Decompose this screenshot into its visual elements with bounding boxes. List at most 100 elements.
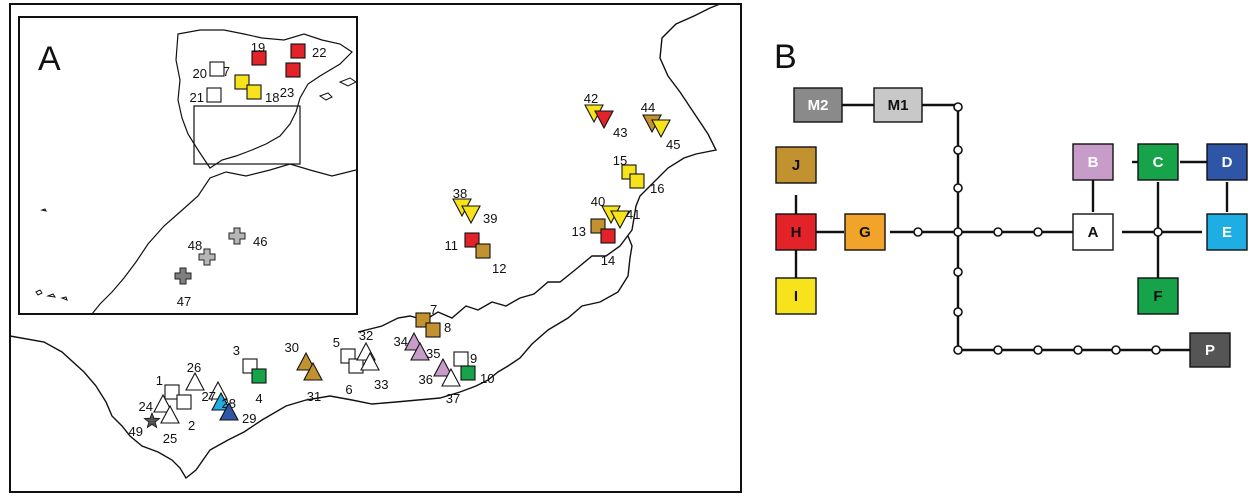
site-marker-48: 48 xyxy=(188,238,216,266)
site-marker-shape xyxy=(209,61,225,77)
site-marker-shape xyxy=(176,394,192,410)
site-label: 35 xyxy=(426,346,440,361)
site-marker-shape xyxy=(453,351,469,367)
site-marker-shape xyxy=(174,267,192,285)
site-label: 23 xyxy=(280,85,294,100)
site-label: 19 xyxy=(251,40,265,55)
panel-a-label: A xyxy=(38,40,61,78)
site-marker-shape xyxy=(285,62,301,78)
node-m1: M1 xyxy=(873,87,923,123)
site-marker-shape xyxy=(198,248,216,266)
site-label: 38 xyxy=(453,186,467,201)
site-marker-2: 2 xyxy=(176,394,195,433)
site-marker-shape xyxy=(629,173,645,189)
site-label: 25 xyxy=(163,431,177,446)
site-marker-35: 35 xyxy=(410,341,440,361)
haplotype-network: M2 M1 J H I G A B C D E F P xyxy=(775,87,1248,368)
site-label: 48 xyxy=(188,238,202,253)
node-box xyxy=(844,213,886,251)
site-label: 42 xyxy=(584,91,598,106)
node-box xyxy=(1206,213,1248,251)
inset-study-area xyxy=(193,105,301,165)
site-label: 27 xyxy=(202,389,216,404)
inset-islands xyxy=(35,77,357,301)
site-marker-shape xyxy=(164,384,180,400)
node-e: E xyxy=(1206,213,1248,251)
site-label: 30 xyxy=(285,340,299,355)
site-marker-shape xyxy=(441,367,461,387)
site-label: 9 xyxy=(470,351,477,366)
site-marker-45: 45 xyxy=(651,119,680,152)
node-label: F xyxy=(1153,288,1162,305)
site-label: 24 xyxy=(139,399,153,414)
site-marker-24: 24 xyxy=(139,393,173,414)
site-marker-18: 18 xyxy=(246,84,279,105)
inset-frame xyxy=(18,16,358,315)
node-label: P xyxy=(1205,342,1215,359)
site-marker-20: 20 xyxy=(193,61,225,81)
site-label: 1 xyxy=(156,373,163,388)
site-marker-25: 25 xyxy=(160,404,180,446)
node-label: I xyxy=(794,288,798,305)
site-marker-26: 26 xyxy=(185,360,205,391)
node-box xyxy=(775,277,817,315)
site-marker-32: 32 xyxy=(356,328,376,361)
panel-b-label: B xyxy=(774,38,797,76)
site-label: 11 xyxy=(445,238,459,253)
site-label: 49 xyxy=(129,424,143,439)
site-marker-11: 11 xyxy=(445,232,480,253)
site-marker-shape xyxy=(600,228,616,244)
site-label: 47 xyxy=(177,294,191,309)
site-marker-shape xyxy=(360,351,380,371)
site-marker-shape xyxy=(234,74,250,90)
site-marker-47: 47 xyxy=(174,267,192,309)
site-label: 29 xyxy=(242,411,256,426)
site-marker-9: 9 xyxy=(453,351,477,367)
site-marker-33: 33 xyxy=(360,351,388,392)
node-label: C xyxy=(1153,154,1164,171)
node-a: A xyxy=(1072,213,1114,251)
site-marker-16: 16 xyxy=(629,173,664,196)
site-label: 33 xyxy=(374,377,388,392)
site-marker-39: 39 xyxy=(461,205,497,226)
site-marker-shape xyxy=(594,110,614,130)
site-marker-shape xyxy=(160,404,180,424)
node-label: A xyxy=(1088,224,1099,241)
site-marker-46: 46 xyxy=(228,227,267,249)
site-marker-shape xyxy=(433,357,453,377)
site-marker-10: 10 xyxy=(460,365,494,386)
node-i: I xyxy=(775,277,817,315)
node-box xyxy=(1137,277,1179,315)
site-label: 16 xyxy=(650,181,664,196)
site-label: 18 xyxy=(265,90,279,105)
site-label: 14 xyxy=(601,253,615,268)
site-label: 6 xyxy=(345,382,352,397)
site-marker-23: 23 xyxy=(280,62,301,100)
site-marker-shape xyxy=(228,227,246,245)
site-label: 46 xyxy=(253,234,267,249)
inset-iberia xyxy=(175,29,353,169)
node-h: H xyxy=(775,213,817,251)
site-marker-8: 8 xyxy=(425,320,451,338)
site-label: 34 xyxy=(394,334,408,349)
site-marker-21: 21 xyxy=(190,87,222,105)
node-label: D xyxy=(1222,154,1233,171)
node-box xyxy=(873,87,923,123)
node-box xyxy=(1072,213,1114,251)
site-label: 10 xyxy=(480,371,494,386)
site-label: 15 xyxy=(613,153,627,168)
site-label: 2 xyxy=(188,418,195,433)
coastline-murcia xyxy=(627,235,633,259)
site-marker-31: 31 xyxy=(303,361,323,404)
node-c: C xyxy=(1137,143,1179,181)
node-b: B xyxy=(1072,143,1114,181)
node-label: E xyxy=(1222,224,1232,241)
site-label: 41 xyxy=(626,207,640,222)
site-label: 44 xyxy=(641,100,655,115)
node-box xyxy=(1189,332,1231,368)
node-m2: M2 xyxy=(793,87,843,123)
node-g: G xyxy=(844,213,886,251)
network-nodes: M2 M1 J H I G A B C D E F P xyxy=(775,87,1248,368)
site-marker-36: 36 xyxy=(419,357,453,387)
site-marker-43: 43 xyxy=(594,110,627,140)
